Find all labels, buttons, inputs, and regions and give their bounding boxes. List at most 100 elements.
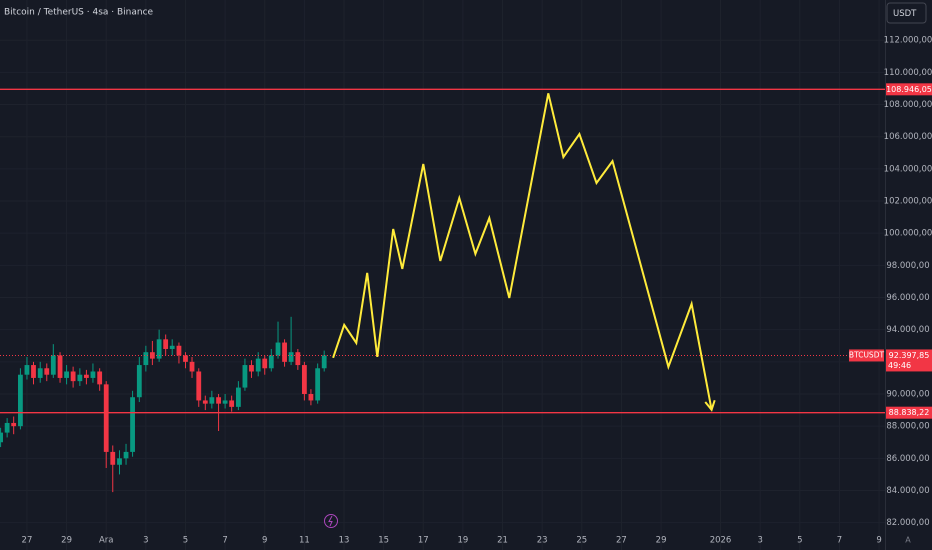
candle-body	[268, 355, 274, 369]
candle-body	[321, 355, 327, 369]
candle-body	[18, 374, 23, 427]
y-tick-label: 84.000,00	[886, 486, 929, 496]
candle-body	[163, 339, 169, 349]
candle-body	[315, 368, 321, 401]
candle-body	[169, 345, 175, 349]
last-price-label: 92.397,85	[889, 351, 930, 360]
candle-body	[202, 400, 208, 404]
y-tick-label: 112.000,00	[884, 36, 932, 46]
candle-body	[216, 397, 221, 404]
candle-body	[77, 374, 83, 382]
x-tick-label: 5	[183, 536, 188, 546]
x-tick-label: 15	[378, 536, 389, 546]
y-tick-label: 102.000,00	[884, 197, 932, 207]
candle-body	[156, 339, 162, 359]
candle-body	[103, 384, 109, 452]
y-tick-label: 82.000,00	[886, 518, 929, 528]
candle-body	[0, 432, 3, 443]
candle-body	[57, 355, 63, 378]
candle-body	[183, 355, 188, 362]
y-tick-label: 90.000,00	[886, 390, 929, 400]
candle-body	[143, 352, 149, 366]
candle-body	[123, 451, 129, 459]
candle-body	[196, 371, 202, 401]
event-icon[interactable]	[324, 514, 338, 528]
last-price-box	[886, 349, 932, 372]
x-tick-label: 29	[656, 536, 667, 546]
x-tick-label: 19	[457, 536, 468, 546]
y-tick-label: 100.000,00	[884, 229, 932, 239]
scale-mode[interactable]: A	[905, 536, 911, 545]
candle-body	[209, 397, 215, 404]
candle-body	[249, 365, 254, 372]
candle-body	[242, 365, 248, 388]
candle-body	[301, 365, 307, 395]
candle-body	[308, 394, 314, 401]
candle-body	[235, 387, 241, 407]
currency-button[interactable]	[886, 2, 927, 24]
candle-body	[4, 422, 10, 433]
y-tick-label: 88.000,00	[886, 422, 929, 432]
symbol-label: BTCUSDT	[849, 350, 885, 359]
currency-label: USDT	[893, 9, 917, 19]
y-tick-label: 86.000,00	[886, 454, 929, 464]
candle-body	[255, 358, 261, 372]
x-tick-label: 9	[876, 536, 881, 546]
projection-arrowhead	[704, 399, 716, 412]
level-label: 88.838,22	[889, 408, 930, 417]
candle-body	[149, 352, 155, 359]
y-tick-label: 104.000,00	[884, 164, 932, 174]
y-tick-label: 96.000,00	[886, 293, 929, 303]
x-tick-label: 21	[497, 536, 508, 546]
y-tick-label: 108.000,00	[884, 100, 932, 110]
x-tick-label: 7	[837, 536, 842, 546]
x-tick-label: 27	[616, 536, 627, 546]
x-tick-label: 9	[262, 536, 267, 546]
y-tick-label: 94.000,00	[886, 325, 929, 335]
level-label: 108.946,05	[886, 85, 932, 94]
x-tick-label: 29	[61, 536, 72, 546]
candle-body	[90, 371, 96, 378]
candle-body	[31, 365, 36, 378]
candle-body	[44, 368, 50, 375]
x-tick-label: 3	[757, 536, 762, 546]
candle-body	[229, 400, 235, 407]
y-tick-label: 106.000,00	[884, 132, 932, 142]
x-tick-label: 25	[576, 536, 587, 546]
x-tick-label: Ara	[99, 536, 114, 546]
symbol-box	[849, 349, 884, 362]
candle-body	[50, 355, 56, 375]
x-tick-label: 7	[222, 536, 227, 546]
candle-body	[70, 371, 76, 382]
x-tick-label: 5	[797, 536, 802, 546]
candle-body	[222, 400, 228, 404]
x-tick-label: 13	[339, 536, 350, 546]
candle-body	[110, 451, 116, 465]
candle-body	[295, 352, 301, 366]
candle-body	[24, 365, 30, 375]
candle-body	[189, 361, 195, 372]
candle-body	[130, 397, 135, 452]
x-tick-label: 27	[22, 536, 33, 546]
candle-body	[275, 342, 281, 356]
candle-body	[176, 345, 182, 356]
projection-line	[332, 93, 713, 410]
y-tick-label: 98.000,00	[886, 261, 929, 271]
countdown-label: 49:46	[888, 361, 911, 370]
candle-body	[37, 368, 43, 378]
marks	[0, 88, 885, 493]
x-tick-label: 11	[299, 536, 310, 546]
event-bolt	[328, 515, 333, 527]
level-label-box	[886, 406, 932, 419]
candle-body	[64, 371, 69, 378]
candle-body	[282, 342, 287, 362]
candle-body	[136, 365, 142, 398]
candle-body	[288, 352, 294, 362]
candle-body	[83, 374, 89, 378]
candle-body	[97, 371, 103, 385]
x-tick-label: 3	[143, 536, 148, 546]
x-tick-label: 17	[418, 536, 429, 546]
candle-body	[262, 358, 268, 369]
